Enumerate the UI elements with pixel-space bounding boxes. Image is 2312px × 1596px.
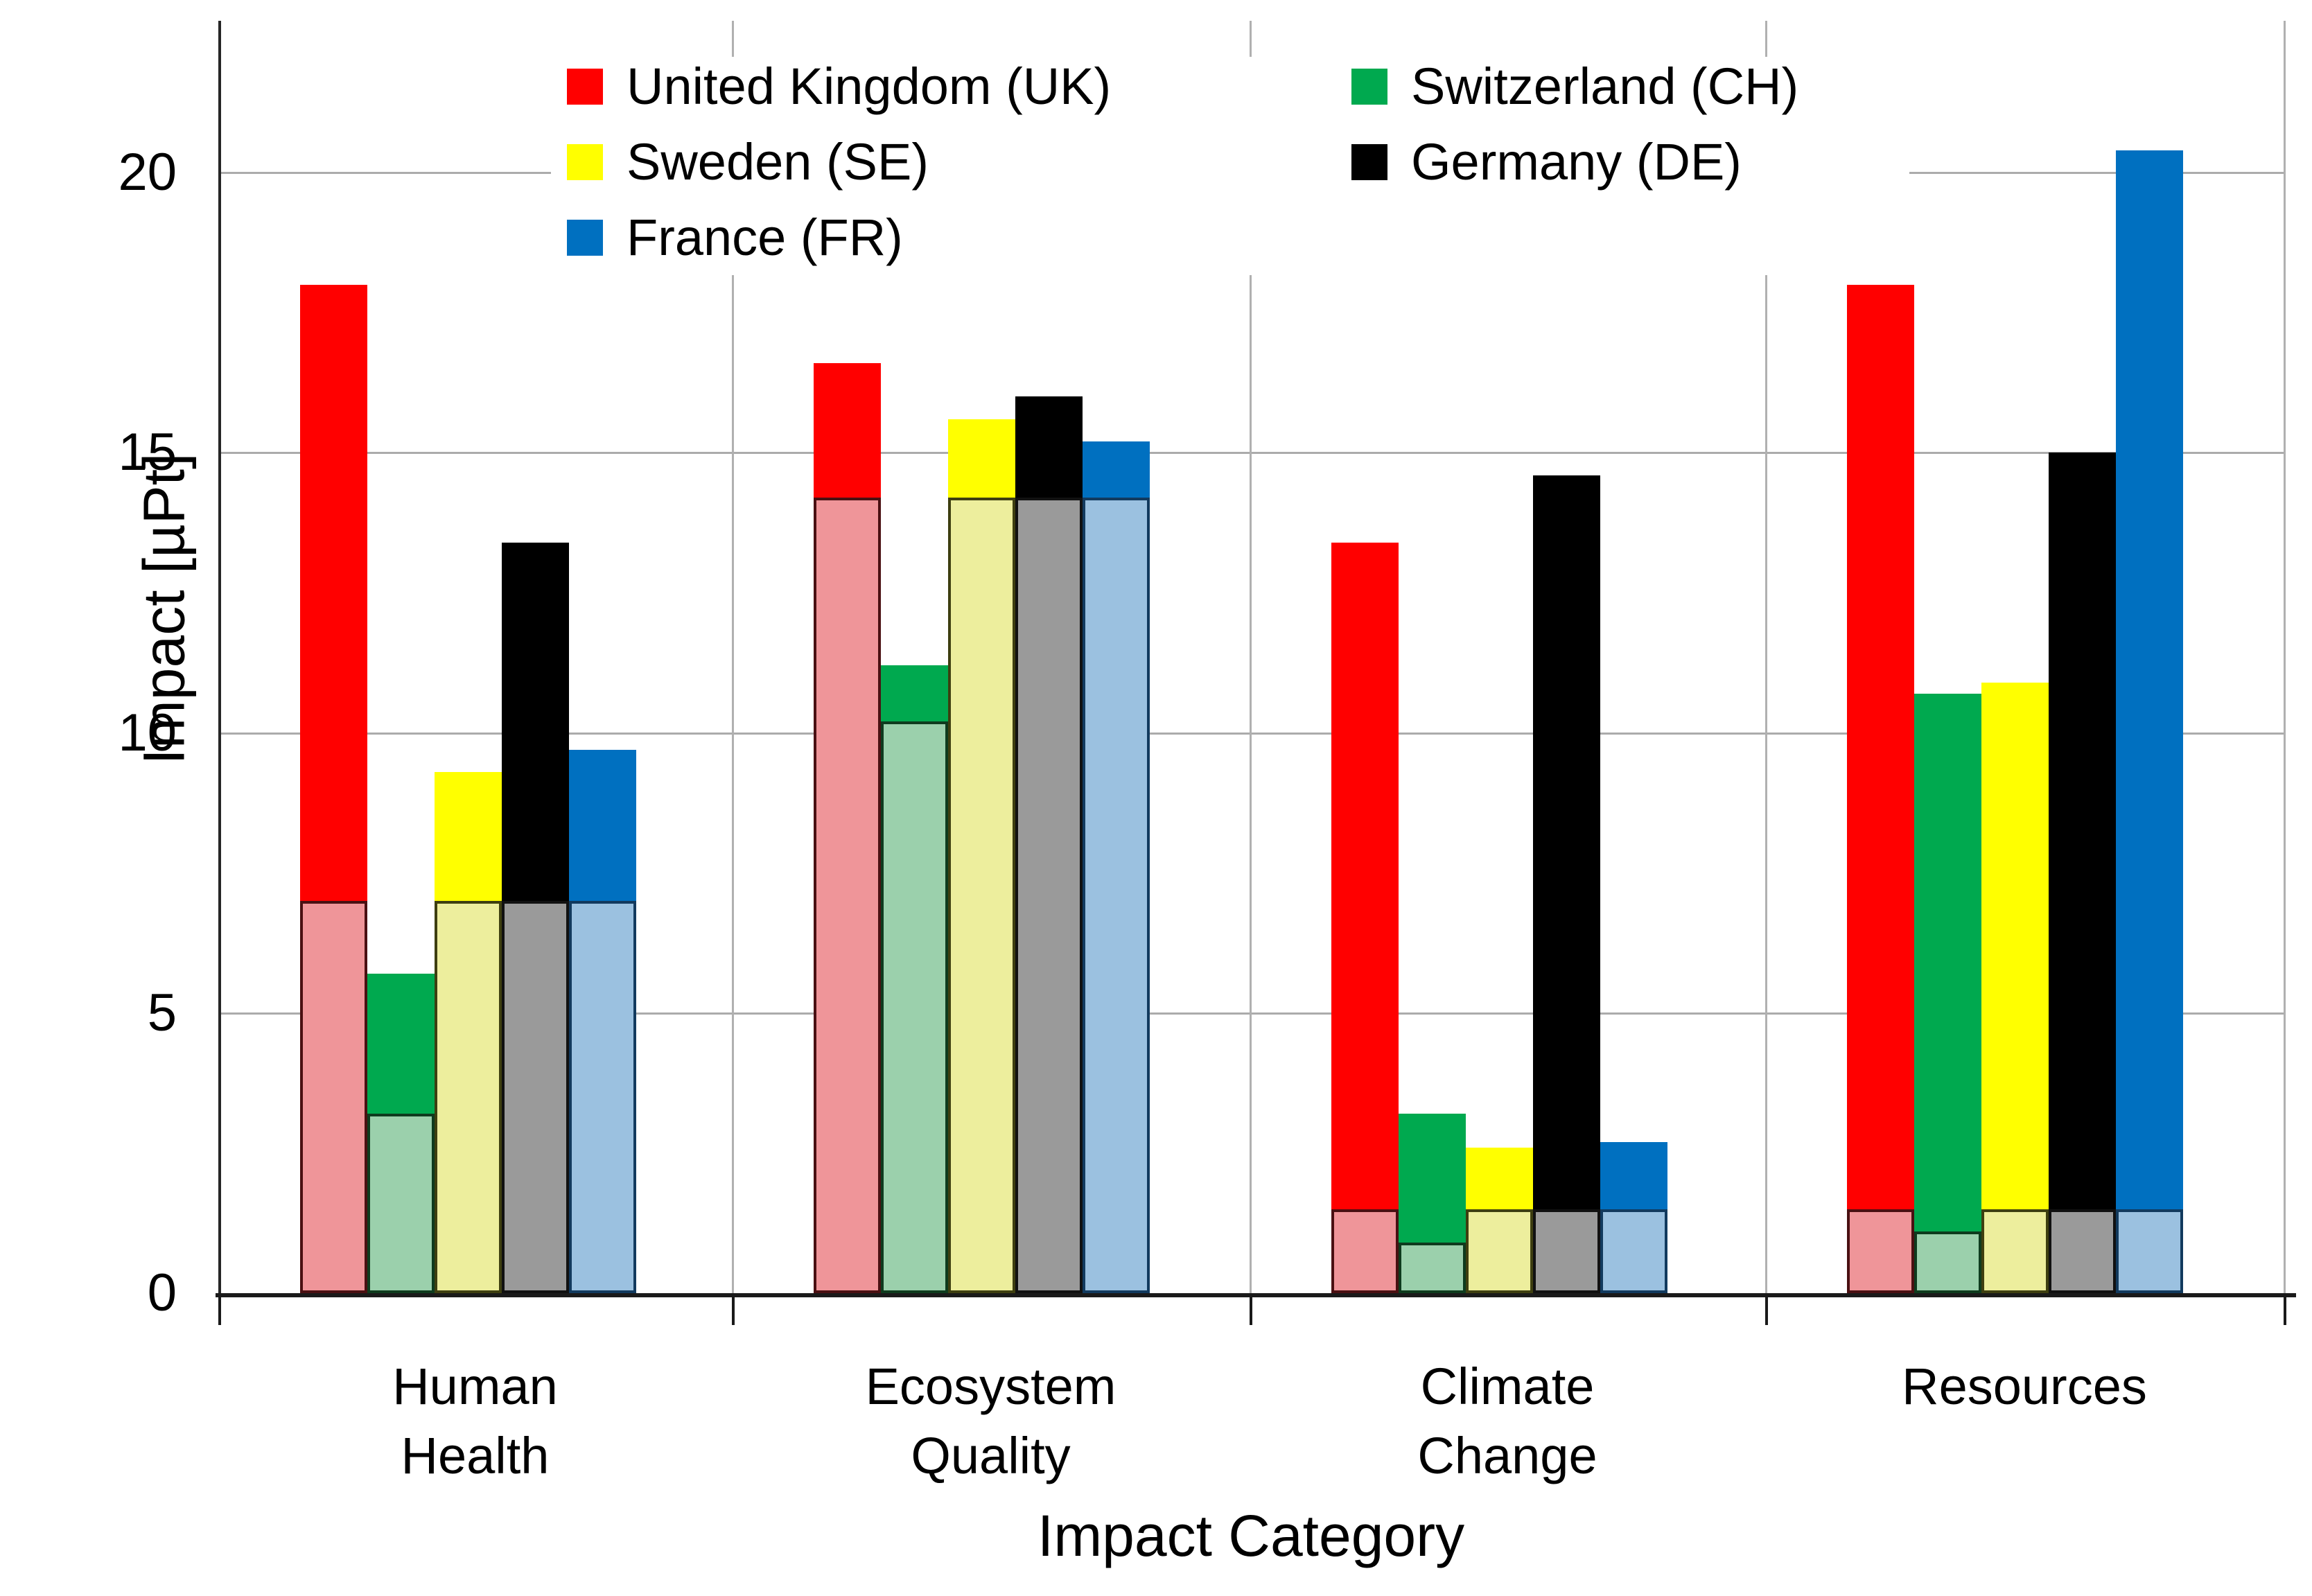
plot-right-border: [2284, 21, 2286, 1293]
overlay-bar-DE-1: [1015, 497, 1083, 1293]
x-axis-tick-2: [1250, 1293, 1252, 1325]
legend-label-FR: France (FR): [627, 209, 903, 266]
overlay-bar-DE-3: [2049, 1209, 2116, 1293]
y-tick-label-20: 20: [118, 143, 177, 202]
overlay-bar-SE-2: [1466, 1209, 1533, 1293]
overlay-bar-UK-1: [814, 497, 881, 1293]
overlay-bar-CH-0: [367, 1114, 435, 1293]
x-axis-tick-4: [2284, 1293, 2286, 1325]
legend-item-DE: Germany (DE): [1351, 134, 2017, 190]
overlay-bar-FR-3: [2116, 1209, 2183, 1293]
legend-label-UK: United Kingdom (UK): [627, 58, 1112, 115]
x-axis-line: [216, 1293, 2296, 1297]
overlay-bar-FR-0: [569, 901, 636, 1293]
bar-UK-2: [1331, 542, 1399, 1293]
legend-swatch-UK: [567, 69, 603, 105]
legend-label-CH: Switzerland (CH): [1411, 58, 1799, 115]
bar-SE-3: [1981, 682, 2049, 1293]
legend-item-FR: France (FR): [567, 210, 1232, 265]
legend-swatch-SE: [567, 144, 603, 180]
legend-item-CH: Switzerland (CH): [1351, 59, 2017, 114]
legend-swatch-DE: [1351, 144, 1387, 180]
overlay-bar-UK-0: [300, 901, 367, 1293]
legend-label-DE: Germany (DE): [1411, 133, 1742, 191]
overlay-bar-DE-2: [1533, 1209, 1600, 1293]
legend-swatch-FR: [567, 220, 603, 256]
y-tick-label-5: 5: [147, 983, 177, 1042]
x-category-label-1-line-1: Quality: [911, 1427, 1071, 1484]
x-axis-tick-0: [218, 1293, 221, 1325]
overlay-bar-UK-2: [1331, 1209, 1399, 1293]
x-category-label-2-line-1: Change: [1417, 1427, 1597, 1484]
overlay-bar-FR-2: [1600, 1209, 1667, 1293]
bar-DE-3: [2049, 453, 2116, 1293]
x-axis-tick-1: [732, 1293, 735, 1325]
category-separator: [1765, 21, 1767, 1293]
x-axis-tick-3: [1765, 1293, 1768, 1325]
x-category-label-0-line-0: Human: [392, 1358, 558, 1415]
overlay-bar-CH-3: [1914, 1231, 1981, 1293]
y-tick-label-15: 15: [118, 423, 177, 482]
legend-item-UK: United Kingdom (UK): [567, 59, 1232, 114]
legend-swatch-CH: [1351, 69, 1387, 105]
overlay-bar-SE-3: [1981, 1209, 2049, 1293]
legend-label-SE: Sweden (SE): [627, 133, 929, 191]
overlay-bar-SE-0: [435, 901, 502, 1293]
legend-background: [551, 57, 1909, 275]
category-separator: [1250, 21, 1252, 1293]
x-category-label-0-line-1: Health: [401, 1427, 550, 1484]
x-axis-title: Impact Category: [1037, 1503, 1465, 1568]
overlay-bar-SE-1: [948, 497, 1015, 1293]
x-category-label-3-line-0: Resources: [1902, 1358, 2147, 1415]
overlay-bar-CH-1: [881, 721, 948, 1293]
category-separator: [732, 21, 734, 1293]
y-axis-line: [218, 21, 221, 1297]
legend-item-SE: Sweden (SE): [567, 134, 1232, 190]
overlay-bar-UK-3: [1847, 1209, 1914, 1293]
overlay-bar-CH-2: [1399, 1243, 1466, 1293]
y-tick-label-10: 10: [118, 703, 177, 762]
y-axis-title: Impact [µPt]: [131, 453, 197, 765]
y-tick-label-0: 0: [147, 1263, 177, 1322]
x-category-label-2-line-0: Climate: [1420, 1358, 1595, 1415]
bar-CH-3: [1914, 693, 1981, 1293]
x-category-label-1-line-0: Ecosystem: [865, 1358, 1116, 1415]
bar-DE-2: [1533, 475, 1600, 1293]
bar-UK-3: [1847, 284, 1914, 1293]
overlay-bar-DE-0: [502, 901, 569, 1293]
overlay-bar-FR-1: [1083, 497, 1150, 1293]
bar-FR-3: [2116, 150, 2183, 1293]
